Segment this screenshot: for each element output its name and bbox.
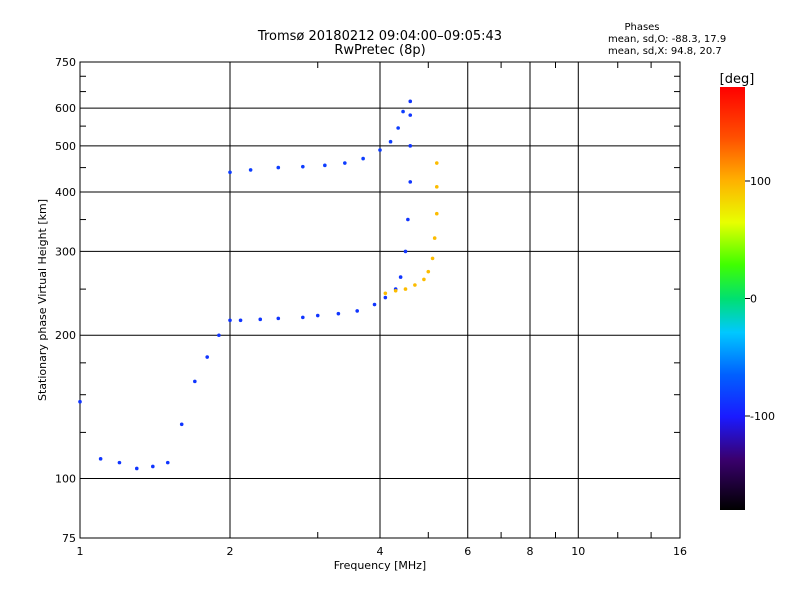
data-point	[422, 277, 426, 282]
y-tick-label: 75	[62, 532, 76, 545]
data-point	[228, 318, 232, 323]
colorbar-tick-label: 100	[750, 175, 771, 188]
x-axis-label: Frequency [MHz]	[334, 559, 426, 572]
y-tick-label: 400	[55, 186, 76, 199]
data-points	[78, 99, 439, 471]
phases-legend-x: mean, sd,X: 94.8, 20.7	[608, 46, 722, 57]
x-tick-label: 4	[377, 545, 384, 558]
plot-area: 1 2 4 6 8 10 16 75 100 200 300 400 500 600 750	[55, 56, 687, 558]
data-point	[117, 460, 122, 465]
x-tick-label: 8	[527, 545, 534, 558]
data-point	[413, 283, 417, 287]
data-point	[396, 126, 400, 130]
data-point	[355, 309, 359, 313]
phases-legend-o: mean, sd,O: -88.3, 17.9	[608, 34, 726, 45]
data-point	[78, 399, 82, 404]
data-point	[378, 148, 382, 152]
data-point	[408, 113, 413, 117]
data-point	[134, 466, 139, 471]
data-point	[426, 269, 431, 274]
colorbar	[720, 87, 745, 510]
x-tick-label: 1	[77, 545, 84, 558]
data-point	[258, 317, 263, 322]
y-tick-label: 500	[55, 140, 76, 153]
data-point	[301, 164, 305, 169]
data-point	[151, 464, 155, 469]
data-point	[343, 161, 347, 165]
data-point	[398, 275, 403, 279]
data-point	[179, 422, 184, 427]
y-tick-label: 200	[55, 329, 76, 342]
data-point	[388, 139, 393, 144]
data-point	[323, 163, 327, 168]
y-tick-label: 300	[55, 245, 76, 258]
data-point	[434, 211, 439, 216]
data-point	[193, 379, 197, 384]
axis-ticks: 1 2 4 6 8 10 16 75 100 200 300 400 500 600 750	[55, 56, 687, 558]
chart-subtitle: RwPretec (8p)	[334, 43, 425, 58]
chart-title: Tromsø 20180212 09:04:00–09:05:43	[257, 29, 502, 44]
data-point	[403, 287, 408, 291]
x-tick-label: 6	[464, 545, 471, 558]
data-point	[361, 156, 365, 161]
phases-legend-title: Phases	[624, 22, 659, 33]
data-point	[276, 316, 281, 321]
y-tick-label: 750	[55, 56, 76, 69]
data-point	[434, 185, 439, 189]
y-axis-label: Stationary phase Virtual Height [km]	[36, 199, 49, 401]
data-point	[301, 315, 305, 320]
x-tick-label: 10	[571, 545, 585, 558]
x-tick-label: 16	[673, 545, 687, 558]
data-point	[228, 170, 232, 175]
data-point	[336, 311, 341, 316]
grid-lines	[80, 62, 680, 538]
data-point	[217, 333, 221, 338]
data-point	[434, 161, 439, 165]
y-tick-label: 600	[55, 102, 76, 115]
data-point	[430, 256, 435, 261]
x-tick-label: 2	[227, 545, 234, 558]
data-point	[408, 99, 413, 104]
data-point	[393, 288, 398, 293]
data-point	[401, 109, 405, 114]
data-point	[408, 144, 413, 148]
data-point	[248, 168, 253, 172]
data-point	[238, 318, 243, 323]
colorbar-tick-label: 0	[750, 293, 757, 306]
data-point	[205, 355, 209, 359]
data-point	[98, 457, 103, 461]
colorbar-label: [deg]	[720, 72, 755, 87]
data-point	[403, 249, 408, 254]
colorbar-tick-label: -100	[750, 410, 775, 423]
data-point	[165, 460, 170, 465]
data-point	[383, 295, 388, 300]
data-point	[383, 291, 388, 296]
data-point	[372, 302, 377, 307]
data-point	[315, 313, 320, 318]
colorbar-ticks: 100 0 -100	[745, 175, 775, 423]
data-point	[432, 236, 437, 240]
data-point	[276, 165, 281, 170]
data-point	[408, 180, 413, 184]
y-tick-label: 100	[55, 473, 76, 486]
data-point	[406, 217, 410, 222]
